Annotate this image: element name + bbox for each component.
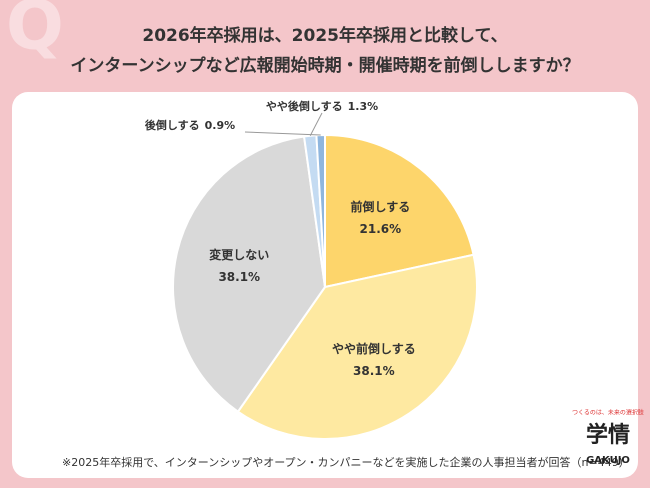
logo-brand: GAKUJO [586, 455, 630, 466]
slice-label: 変更しない [209, 247, 269, 262]
data-label: 21.6% [360, 222, 402, 236]
logo-tagline: つくるのは、未来の選択肢 [572, 409, 644, 417]
leader-line [244, 131, 321, 136]
slice-label: 前倒しする [350, 199, 410, 214]
slice-label: 後倒しする 0.9% [145, 118, 235, 132]
chart-title: インターンシップなど広報開始時期・開催時期を前倒ししますか？ [70, 55, 579, 76]
slice-label: やや後倒しする 1.3% [266, 99, 378, 113]
slice-label: やや前倒しする [332, 341, 416, 356]
pie-slice [172, 135, 327, 414]
pie-slice [324, 133, 475, 289]
data-label: 1.3% [348, 100, 379, 113]
watermark: Q [6, 0, 64, 66]
chart-title: 2026年卒採用は、2025年卒採用と比較して、 [142, 25, 507, 46]
data-label: 0.9% [205, 119, 236, 132]
leader-line [309, 112, 323, 136]
slice-label-name: 後倒しする [145, 118, 200, 132]
logo-mark: 学情 [586, 422, 630, 448]
footnote: ※2025年卒採用で、インターンシップやオープン・カンパニーなどを実施した企業の… [62, 455, 630, 469]
pie-slice [236, 253, 478, 440]
data-label: 38.1% [353, 364, 395, 378]
data-label: 38.1% [218, 270, 260, 284]
slice-label-name: やや後倒しする [266, 99, 343, 113]
pie: 前倒しする 21.6% やや前倒しする 38.1% 変更しない 38.1% やや後倒しする 1… [145, 99, 478, 440]
